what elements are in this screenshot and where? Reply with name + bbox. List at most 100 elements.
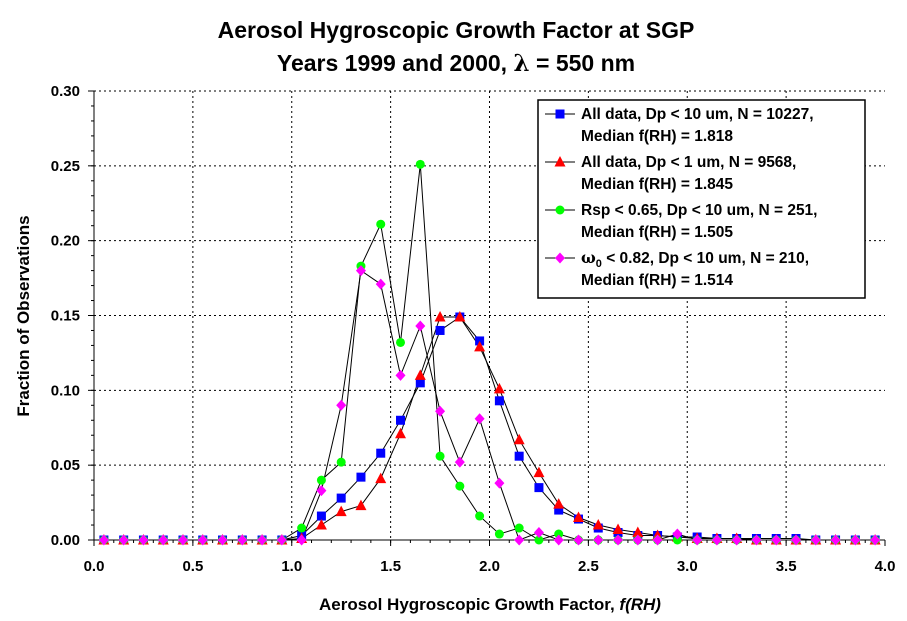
series-4-point [731, 534, 742, 546]
series-3-point [316, 475, 326, 485]
x-tick-label: 1.0 [281, 558, 302, 575]
x-tick-label: 2.0 [479, 558, 500, 575]
series-1-point [494, 396, 504, 406]
series-2-point [434, 310, 446, 322]
series-4-point [257, 534, 268, 546]
series-4-point [692, 534, 703, 546]
series-4-point [217, 534, 228, 546]
series-4-point [791, 534, 802, 546]
series-3-point [297, 523, 307, 533]
x-tick-label: 4.0 [875, 558, 896, 575]
series-2-point [454, 310, 466, 322]
series-4-point [771, 534, 782, 546]
series-2-point [414, 369, 426, 380]
legend-entry-4-line2: Median f(RH) = 1.514 [581, 272, 733, 289]
series-4-point [454, 456, 465, 468]
series-4-point [632, 534, 643, 546]
series-2-point [355, 499, 367, 511]
y-tick-label: 0.00 [51, 532, 80, 549]
series-4-point [435, 405, 446, 417]
series-4-point [138, 534, 149, 546]
series-4-point [316, 485, 327, 497]
series-1-point [336, 493, 346, 503]
y-tick-label: 0.10 [51, 382, 80, 399]
series-4-point [158, 534, 169, 546]
series-2-point [632, 526, 644, 538]
series-2-point [612, 523, 624, 535]
legend-marker-2 [554, 156, 566, 167]
legend-entry-1-line1: All data, Dp < 10 um, N = 10227, [581, 106, 814, 123]
series-4-point [870, 534, 881, 546]
series-4-point [593, 534, 604, 546]
series-line-4 [103, 269, 876, 541]
series-4-point [395, 369, 406, 381]
series-4-point [850, 534, 861, 546]
series-1-point [396, 415, 406, 425]
legend: All data, Dp < 10 um, N = 10227, Median f… [537, 99, 866, 299]
series-2-point [375, 472, 387, 484]
y-tick-label: 0.15 [51, 308, 80, 325]
x-tick-label: 0.0 [84, 558, 105, 575]
legend-entry-2-line1: All data, Dp < 1 um, N = 9568, [581, 154, 796, 171]
legend-box [537, 99, 866, 299]
y-tick-label: 0.05 [51, 457, 80, 474]
y-tick-label: 0.20 [51, 233, 80, 250]
series-2-point [395, 427, 407, 439]
x-tick-label: 3.5 [776, 558, 797, 575]
series-4-point [672, 528, 683, 540]
series-4-point [336, 399, 347, 411]
x-tick-label: 0.5 [182, 558, 203, 575]
series-3-point [494, 529, 504, 539]
series-4-point [296, 534, 307, 546]
series-4-point [237, 534, 248, 546]
series-4-point [98, 534, 109, 546]
y-tick-label: 0.25 [51, 158, 80, 175]
series-3-point [396, 337, 406, 347]
chart-title-line1: Aerosol Hygroscopic Growth Factor at SGP [218, 17, 695, 43]
legend-entry-2-line2: Median f(RH) = 1.845 [581, 176, 733, 193]
series-3-point [534, 535, 544, 545]
series-2-point [533, 466, 545, 478]
series-1-point [316, 511, 326, 521]
series-4-point [474, 413, 485, 425]
series-2-point [513, 433, 525, 445]
series-2-point [592, 519, 604, 530]
series-4-point [177, 534, 188, 546]
x-tick-label: 2.5 [578, 558, 599, 575]
series-4-point [276, 534, 287, 546]
legend-entry-3-line1: Rsp < 0.65, Dp < 10 um, N = 251, [581, 202, 818, 219]
series-4-point [711, 534, 722, 546]
series-4-point [355, 265, 366, 277]
series-3-point [554, 529, 564, 539]
series-4-point [751, 534, 762, 546]
series-2-point [572, 511, 584, 523]
series-4-point [810, 534, 821, 546]
series-2-point [493, 382, 505, 394]
legend-marker-3 [555, 205, 565, 215]
y-tick-label: 0.30 [51, 83, 80, 100]
x-tick-label: 1.5 [380, 558, 401, 575]
series-3-point [514, 523, 524, 533]
series-4-point [830, 534, 841, 546]
series-1-point [356, 472, 366, 482]
series-3-point [672, 535, 682, 545]
series-1-point [435, 325, 445, 335]
x-axis-label: Aerosol Hygroscopic Growth Factor, f(RH) [319, 595, 661, 614]
series-2-point [553, 498, 565, 509]
chart-title-line2: Years 1999 and 2000, λ = 550 nm [277, 50, 635, 77]
series-4-point [533, 527, 544, 539]
series-4-point [652, 534, 663, 546]
series-1-point [514, 451, 524, 461]
series-3-point [475, 511, 485, 521]
legend-entry-1-line2: Median f(RH) = 1.818 [581, 128, 733, 145]
series-1-point [376, 448, 386, 458]
series-4-point [613, 534, 624, 546]
grid-lines [94, 90, 885, 540]
series-4-point [573, 534, 584, 546]
series-4-point [415, 320, 426, 332]
series-4-point [197, 534, 208, 546]
series-1-point [415, 378, 425, 388]
series-3-point [336, 457, 346, 467]
series-2-point [315, 519, 327, 530]
